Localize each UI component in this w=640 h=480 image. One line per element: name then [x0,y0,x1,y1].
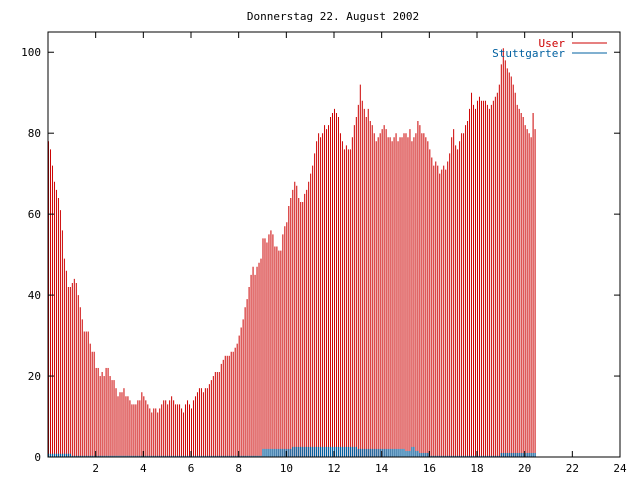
legend-label-user: User [539,37,566,50]
legend: User Stuttgarter [492,37,607,60]
xtick-label-16: 16 [423,462,436,475]
xtick-label-24: 24 [613,462,627,475]
ytick-label-0: 0 [34,451,41,464]
ytick-label-100: 100 [21,46,41,59]
xtick-label-4: 4 [140,462,147,475]
xtick-label-6: 6 [188,462,195,475]
ytick-label-20: 20 [28,370,41,383]
ytick-label-60: 60 [28,208,41,221]
xtick-label-12: 12 [327,462,340,475]
xtick-label-2: 2 [92,462,99,475]
xtick-label-22: 22 [566,462,579,475]
xtick-label-14: 14 [375,462,389,475]
legend-label-stuttgarter: Stuttgarter [492,47,565,60]
xtick-label-8: 8 [235,462,242,475]
chart-title: Donnerstag 22. August 2002 [247,10,419,23]
ytick-label-40: 40 [28,289,41,302]
xtick-label-10: 10 [280,462,293,475]
user-series [48,48,536,457]
ytick-label-80: 80 [28,127,41,140]
xtick-label-18: 18 [470,462,483,475]
xtick-label-20: 20 [518,462,531,475]
